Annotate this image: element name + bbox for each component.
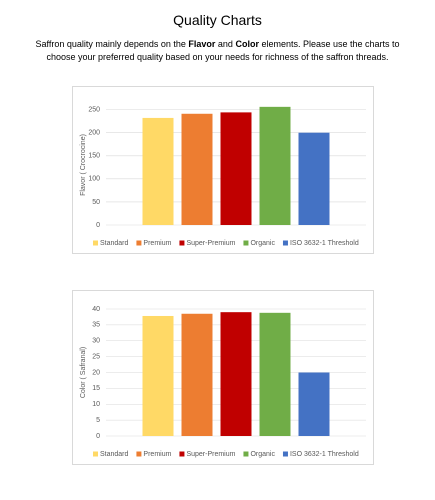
bar bbox=[220, 312, 252, 436]
y-axis-label: Color ( Safranal) bbox=[80, 347, 87, 398]
legend-swatch bbox=[243, 240, 249, 246]
bar bbox=[142, 315, 174, 436]
y-tick-label: 0 bbox=[96, 433, 100, 440]
intro-text: and bbox=[215, 39, 236, 49]
legend-label: Organic bbox=[250, 240, 275, 247]
intro-bold: Flavor bbox=[188, 39, 216, 49]
y-tick-label: 150 bbox=[88, 153, 100, 160]
bar bbox=[142, 117, 174, 225]
y-tick-label: 40 bbox=[92, 306, 100, 313]
chart: Color ( Safranal) 0 5 10 15 20 25 30 35 40 Standar… bbox=[72, 290, 374, 465]
legend-label: Super-Premium bbox=[186, 240, 235, 247]
y-tick-label: 5 bbox=[96, 417, 100, 424]
y-tick-label: 250 bbox=[88, 106, 100, 113]
legend-label: Premium bbox=[143, 451, 171, 458]
y-tick-label: 100 bbox=[88, 176, 100, 183]
legend-swatch bbox=[93, 451, 98, 457]
intro: Saffron quality mainly depends on the Fl… bbox=[20, 38, 415, 64]
y-tick-label: 50 bbox=[92, 199, 100, 206]
y-tick-label: 15 bbox=[92, 385, 100, 392]
legend-swatch bbox=[282, 451, 288, 457]
legend-swatch bbox=[136, 240, 142, 246]
legend-swatch bbox=[136, 451, 142, 457]
intro-text: elements. Please use the charts to choos… bbox=[46, 39, 400, 62]
legend-swatch bbox=[243, 451, 249, 457]
bar bbox=[298, 132, 330, 225]
legend-label: Standard bbox=[100, 240, 129, 247]
legend-label: ISO 3632-1 Threshold bbox=[290, 451, 359, 458]
legend-label: Super-Premium bbox=[186, 451, 235, 458]
intro-bold: Color bbox=[235, 39, 259, 49]
legend-label: Premium bbox=[143, 240, 171, 247]
page-title: Quality Charts bbox=[173, 12, 262, 28]
legend-swatch bbox=[93, 240, 98, 246]
bar bbox=[259, 106, 291, 225]
bar bbox=[298, 372, 330, 436]
y-tick-label: 20 bbox=[92, 369, 100, 376]
legend-label: Standard bbox=[100, 451, 129, 458]
y-tick-label: 30 bbox=[92, 338, 100, 345]
y-tick-label: 35 bbox=[92, 322, 100, 329]
y-tick-label: 25 bbox=[92, 353, 100, 360]
chart: Flavor ( Crocrocine) 0 50 100 150 200 250 Stand… bbox=[72, 86, 374, 254]
legend-swatch bbox=[179, 240, 185, 246]
legend-label: Organic bbox=[250, 451, 275, 458]
y-tick-label: 10 bbox=[92, 401, 100, 408]
legend-label: ISO 3632-1 Threshold bbox=[290, 240, 359, 247]
bar bbox=[181, 313, 213, 436]
legend-swatch bbox=[282, 240, 288, 246]
legend-swatch bbox=[179, 451, 185, 457]
y-tick-label: 0 bbox=[96, 222, 100, 229]
bar bbox=[181, 113, 213, 225]
bar bbox=[259, 312, 291, 436]
bar bbox=[220, 112, 252, 225]
y-axis-label: Flavor ( Crocrocine) bbox=[80, 134, 87, 196]
y-tick-label: 200 bbox=[88, 130, 100, 137]
intro-text: Saffron quality mainly depends on the bbox=[35, 39, 189, 49]
